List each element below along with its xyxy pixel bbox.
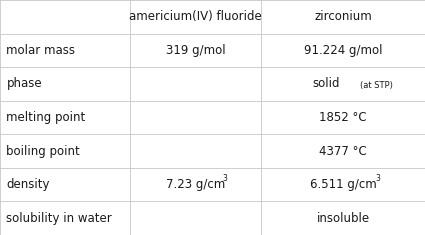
Text: (at STP): (at STP) xyxy=(360,81,393,90)
Text: 91.224 g/mol: 91.224 g/mol xyxy=(304,44,382,57)
Text: density: density xyxy=(6,178,50,191)
Text: molar mass: molar mass xyxy=(6,44,75,57)
Text: solubility in water: solubility in water xyxy=(6,212,112,225)
Text: melting point: melting point xyxy=(6,111,85,124)
Text: 6.511 g/cm: 6.511 g/cm xyxy=(310,178,377,191)
Text: boiling point: boiling point xyxy=(6,145,80,158)
Text: 4377 °C: 4377 °C xyxy=(319,145,367,158)
Text: zirconium: zirconium xyxy=(314,10,372,23)
Text: insoluble: insoluble xyxy=(317,212,370,225)
Text: americium(IV) fluoride: americium(IV) fluoride xyxy=(129,10,262,23)
Text: 7.23 g/cm: 7.23 g/cm xyxy=(166,178,225,191)
Text: phase: phase xyxy=(6,77,42,90)
Text: solid: solid xyxy=(312,77,340,90)
Text: 1852 °C: 1852 °C xyxy=(319,111,367,124)
Text: 3: 3 xyxy=(375,174,380,183)
Text: 319 g/mol: 319 g/mol xyxy=(166,44,225,57)
Text: 3: 3 xyxy=(222,174,227,183)
